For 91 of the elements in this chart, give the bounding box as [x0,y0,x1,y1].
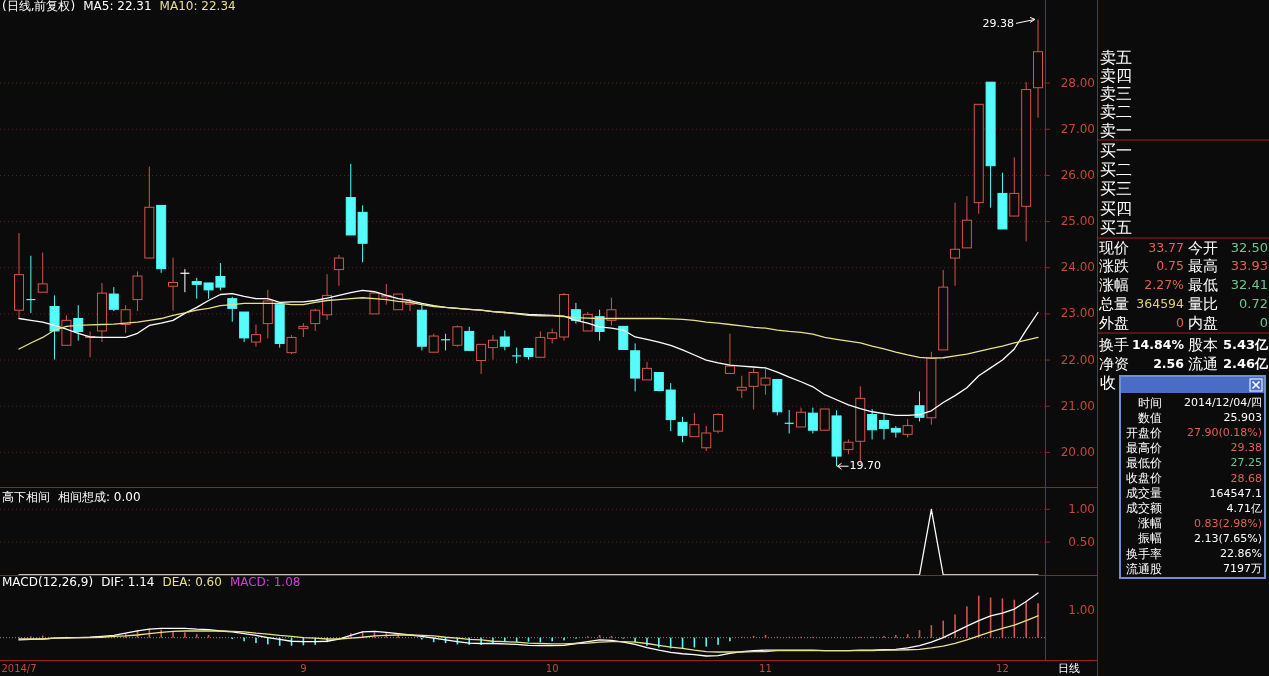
text: 外盘 [1099,313,1129,332]
chart-title: MACD(12,26,9) [2,574,94,589]
text: 164547.1 [1209,486,1262,500]
text: 现价 [1099,238,1129,257]
text: 买三 [1100,179,1132,199]
y-tick-label: 0.50 [1068,534,1095,549]
text: 换手 [1099,335,1129,354]
chart-subtitle: MACD: 1.08 [229,574,301,589]
text: 流通股 [1126,561,1162,576]
text: 开盘价 [1126,425,1162,440]
text: 涨跌 [1099,257,1129,276]
text: 0.75 [1156,258,1184,274]
text: 涨幅 [1138,516,1162,531]
text: 2014/12/04/四 [1183,396,1262,409]
text: 22.86% [1220,547,1262,560]
y-tick-label: 23.00 [1060,306,1095,321]
text: 相间想成: 0.00 [58,489,141,504]
text: 内盘 [1188,313,1218,332]
text: 29.38 [1230,441,1262,455]
text: 总量 [1098,294,1129,313]
text: 最高 [1188,257,1218,276]
text: 33.77 [1148,239,1184,255]
text: 买四 [1100,198,1132,218]
text: 今开 [1188,238,1218,257]
text: 时间 [1138,395,1162,410]
text: 27.90(0.18%) [1186,426,1262,440]
text: 33.93 [1230,258,1268,274]
text: 卖五 [1100,47,1132,67]
y-tick-label: 26.00 [1060,167,1095,182]
text: 27.25 [1230,456,1262,470]
text: 收 [1100,372,1116,392]
text: 买一 [1100,140,1132,160]
text: 股本 [1188,335,1218,354]
y-tick-label: 20.00 [1060,444,1095,459]
x-tick-label: 2014/7 [1,662,37,674]
text: 25.903 [1223,411,1262,425]
text: 5.43亿 [1222,336,1269,352]
text: 2.46亿 [1222,355,1269,371]
text: 0.83(2.98%) [1193,516,1262,530]
text: 0.72 [1239,295,1268,311]
text: 7197万 [1223,562,1262,576]
text: 换手率 [1126,546,1162,561]
text: 买五 [1100,218,1132,238]
y-tick-label: 21.00 [1060,398,1095,413]
x-tick-label: 12 [996,662,1009,674]
text: MA5: 22.31 [83,0,152,13]
text: DIF: 1.14 [101,574,155,589]
text: 0 [1259,314,1268,330]
chart-title: 高下相间 [2,489,50,504]
text: 流通 [1188,354,1218,373]
text: 2.27% [1144,277,1185,293]
y-tick-label: 24.00 [1060,260,1095,275]
text: 成交额 [1126,501,1162,516]
text: 卖三 [1100,84,1132,104]
text: 最低 [1188,276,1218,295]
text: 4.71亿 [1226,501,1262,515]
text: 日线 [1058,662,1080,675]
text: 32.50 [1230,239,1268,255]
annotation: 19.70 [849,459,882,473]
text: 成交量 [1126,486,1162,501]
text: 32.41 [1230,277,1268,293]
x-tick-label: 10 [545,662,559,674]
text: 卖二 [1100,102,1132,122]
text: MA10: 22.34 [159,0,236,13]
text: 收盘价 [1126,471,1162,485]
text: 净资 [1099,354,1129,373]
text: 数值 [1138,410,1162,425]
text: 0 [1176,314,1185,330]
text: 28.68 [1230,471,1262,485]
y-tick-label: 27.00 [1060,121,1095,136]
y-tick-label: 1.00 [1068,501,1095,516]
text: 14.84% [1131,336,1185,352]
text: 364594 [1136,295,1185,311]
text: 买二 [1100,159,1132,179]
text: DEA: 0.60 [162,574,222,589]
text: 振幅 [1138,531,1162,546]
text: 卖一 [1100,120,1132,140]
text: 涨幅 [1099,276,1129,295]
text: 量比 [1188,294,1218,313]
y-tick-label: 28.00 [1060,75,1095,90]
text: 最高价 [1126,440,1162,455]
text: 卖四 [1100,65,1132,85]
text: 2.13(7.65%) [1193,531,1262,545]
text: 2.56 [1153,355,1185,371]
y-tick-label: 25.00 [1060,214,1095,229]
annotation: 29.38 [982,17,1014,31]
y-tick-label: 22.00 [1060,352,1095,367]
x-tick-label: 11 [759,662,772,674]
text: 最低价 [1126,455,1162,470]
chart-title: (日线,前复权) [2,0,76,13]
x-tick-label: 9 [300,662,307,674]
